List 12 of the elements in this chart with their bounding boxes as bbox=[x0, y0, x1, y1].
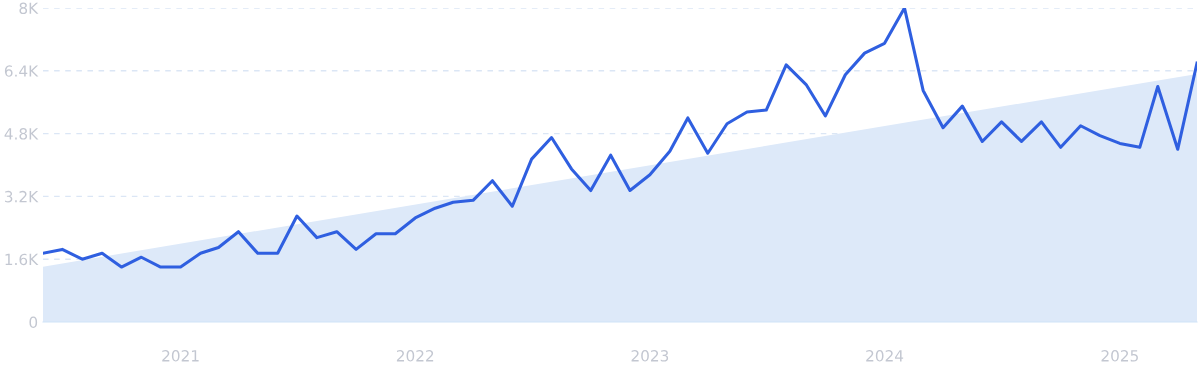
y-tick-label: 6.4K bbox=[4, 65, 39, 77]
y-tick-label: 3.2K bbox=[4, 190, 39, 203]
x-tick-label: 2025 bbox=[1101, 350, 1138, 362]
x-tick-label: 2024 bbox=[866, 350, 904, 362]
y-tick-label: 8K bbox=[19, 2, 39, 15]
y-tick-label: 0 bbox=[29, 316, 38, 329]
y-tick-label: 4.8K bbox=[4, 128, 39, 140]
line-series bbox=[43, 8, 1197, 269]
y-tick-label: 1.6K bbox=[5, 253, 39, 266]
x-tick-label: 2022 bbox=[396, 350, 434, 362]
x-tick-label: 2023 bbox=[631, 350, 669, 362]
x-tick-label: 2021 bbox=[162, 350, 199, 362]
